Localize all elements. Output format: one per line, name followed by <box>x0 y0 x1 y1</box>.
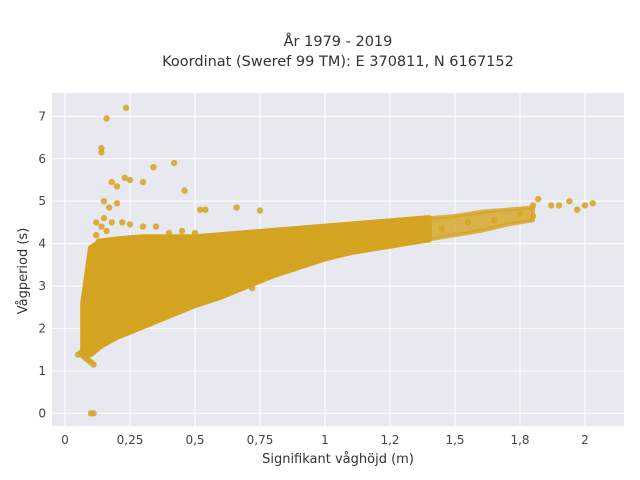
scatter-point <box>95 253 103 260</box>
scatter-point <box>98 149 105 156</box>
scatter-point <box>574 206 581 213</box>
scatter-point <box>139 223 147 230</box>
y-tick-label: 7 <box>38 109 46 123</box>
scatter-point <box>555 202 563 209</box>
data-points <box>74 104 596 417</box>
scatter-point <box>90 291 97 298</box>
y-tick-label: 1 <box>38 364 46 378</box>
scatter-point <box>103 227 110 235</box>
scatter-point <box>108 219 116 226</box>
scatter-point <box>516 210 524 218</box>
scatter-point <box>360 236 368 243</box>
scatter-point <box>386 229 394 237</box>
scatter-point <box>202 206 209 213</box>
scatter-point <box>122 104 130 112</box>
scatter-point <box>464 219 472 226</box>
scatter-point <box>98 223 105 230</box>
sparse-point-cloud <box>427 205 535 242</box>
scatter-point <box>95 238 103 245</box>
scatter-point <box>321 240 329 247</box>
scatter-point <box>139 178 147 186</box>
y-axis-ticks: 0 1 2 3 4 5 6 7 <box>38 109 46 420</box>
y-axis-title: Vågperiod (s) <box>16 228 31 315</box>
scatter-point <box>113 200 121 207</box>
scatter-point <box>282 263 290 271</box>
scatter-point <box>93 219 100 226</box>
scatter-point <box>87 304 95 311</box>
scatter-point <box>152 223 160 230</box>
scatter-point <box>90 278 97 285</box>
scatter-point <box>548 202 555 209</box>
chart-subtitle: Koordinat (Sweref 99 TM): E 370811, N 61… <box>162 54 514 70</box>
scatter-point <box>103 115 110 122</box>
x-axis-ticks: 0 0,25 0,5 0,75 1 1,2 1,5 1,8 2 <box>61 433 589 447</box>
scatter-point <box>93 244 100 251</box>
x-tick-label: 1,2 <box>380 433 399 447</box>
scatter-point <box>90 361 97 368</box>
scatter-point <box>249 284 256 292</box>
x-axis-title: Signifikant våghöjd (m) <box>262 452 414 467</box>
scatter-point <box>150 164 157 171</box>
scatter-point <box>171 159 178 167</box>
x-tick-label: 0,75 <box>247 433 274 447</box>
scatter-point <box>181 187 188 194</box>
scatter-point <box>82 342 90 349</box>
scatter-point <box>90 410 97 417</box>
scatter-point <box>106 204 113 211</box>
scatter-point <box>119 219 126 226</box>
y-tick-label: 4 <box>38 237 46 251</box>
scatter-point <box>108 178 116 186</box>
scatter-point <box>589 200 596 207</box>
scatter-point <box>98 270 105 277</box>
scatter-point <box>490 217 498 224</box>
scatter-point <box>165 229 173 237</box>
scatter-point <box>93 261 100 268</box>
scatter-point <box>113 183 121 190</box>
x-tick-label: 0,5 <box>185 433 204 447</box>
scatter-point <box>581 202 589 209</box>
scatter-point <box>566 198 573 205</box>
scatter-point <box>178 227 186 235</box>
scatter-point <box>85 333 92 341</box>
x-tick-label: 1,5 <box>445 433 464 447</box>
scatter-point <box>438 225 446 232</box>
y-tick-label: 6 <box>38 152 46 166</box>
x-tick-label: 2 <box>581 433 589 447</box>
scatter-point <box>412 227 420 235</box>
y-tick-label: 5 <box>38 194 46 208</box>
scatter-point <box>100 244 108 251</box>
scatter-point <box>126 221 134 228</box>
scatter-point <box>100 198 108 205</box>
x-tick-label: 0 <box>61 433 69 447</box>
x-tick-label: 1 <box>321 433 329 447</box>
chart-title: År 1979 - 2019 <box>284 33 393 50</box>
scatter-point <box>191 229 199 237</box>
scatter-point <box>233 204 240 211</box>
scatter-point <box>256 207 264 214</box>
scatter-point <box>238 282 245 290</box>
scatter-point <box>308 253 316 260</box>
scatter-point <box>529 212 537 220</box>
scatter-point <box>87 321 95 328</box>
scatter-point <box>126 176 134 184</box>
scatter-point <box>197 206 204 213</box>
scatter-point <box>334 244 342 251</box>
y-tick-label: 2 <box>38 321 46 335</box>
scatter-point <box>100 214 108 222</box>
scatter-point <box>121 174 128 181</box>
scatter-point <box>93 231 100 239</box>
scatter-point <box>535 195 542 203</box>
x-tick-label: 1,8 <box>510 433 529 447</box>
x-tick-label: 0,25 <box>117 433 144 447</box>
scatter-point <box>529 202 537 209</box>
y-tick-label: 0 <box>38 406 46 420</box>
y-tick-label: 3 <box>38 279 46 293</box>
